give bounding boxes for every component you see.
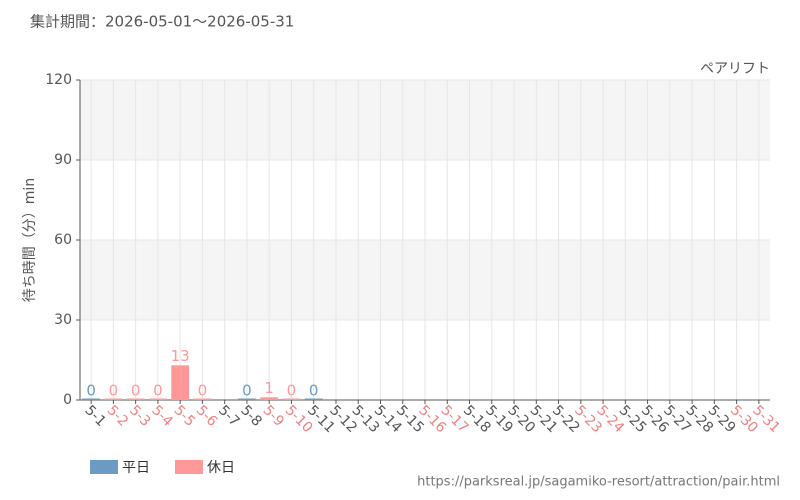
bar <box>193 398 212 400</box>
value-label: 1 <box>264 379 274 397</box>
bar <box>149 398 167 400</box>
bar <box>260 397 279 400</box>
y-tick-label: 30 <box>54 312 72 328</box>
source-url: https://parksreal.jp/sagamiko-resort/att… <box>417 475 780 490</box>
value-label: 0 <box>131 382 141 400</box>
bar <box>104 398 123 400</box>
bar <box>126 398 145 400</box>
bar <box>238 398 256 400</box>
y-tick-label: 90 <box>54 152 72 168</box>
value-label: 0 <box>198 382 208 400</box>
value-label: 13 <box>171 347 190 365</box>
chart-title: ペアリフト <box>700 61 770 77</box>
y-axis-label: 待ち時間（分）min <box>22 178 38 302</box>
bar <box>82 398 101 400</box>
legend-label: 休日 <box>207 460 235 476</box>
y-tick-label: 0 <box>63 392 72 408</box>
x-tick-label: 5-3 <box>126 402 153 429</box>
chart-subtitle: 集計期間：2026-05-01～2026-05-31 <box>30 13 294 31</box>
value-label: 0 <box>153 382 163 400</box>
y-tick-label: 120 <box>45 72 72 88</box>
x-tick-label: 5-7 <box>215 402 242 429</box>
value-label: 0 <box>86 382 96 400</box>
y-tick-label: 60 <box>54 232 72 248</box>
legend-swatch <box>90 460 118 474</box>
x-tick-label: 5-8 <box>237 402 264 429</box>
bar <box>282 398 301 400</box>
value-label: 0 <box>242 382 252 400</box>
value-label: 0 <box>109 382 119 400</box>
legend-label: 平日 <box>122 460 150 476</box>
bar <box>304 398 323 400</box>
x-tick-label: 5-4 <box>148 402 176 430</box>
bar <box>171 365 190 400</box>
x-tick-label: 5-2 <box>104 402 131 429</box>
value-label: 0 <box>309 382 319 400</box>
x-tick-label: 5-1 <box>81 402 108 429</box>
x-tick-label: 5-6 <box>193 402 221 430</box>
x-tick-label: 5-5 <box>171 402 198 429</box>
legend-swatch <box>175 460 203 474</box>
value-label: 0 <box>287 382 297 400</box>
x-tick-label: 5-9 <box>260 402 287 429</box>
